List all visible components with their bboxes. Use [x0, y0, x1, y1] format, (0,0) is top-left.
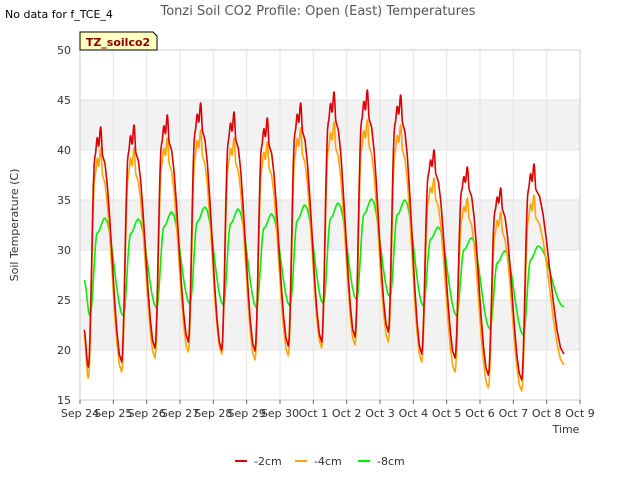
x-tick-label: Sep 27 — [161, 407, 199, 420]
x-tick-label: Sep 26 — [128, 407, 166, 420]
y-tick-label: 20 — [57, 344, 71, 357]
tz-soilco2-badge: TZ_soilco2 — [79, 31, 158, 51]
y-tick-label: 45 — [57, 94, 71, 107]
x-tick-label: Sep 30 — [261, 407, 299, 420]
x-tick-label: Oct 2 — [332, 407, 362, 420]
y-tick-label: 35 — [57, 194, 71, 207]
legend-label: -4cm — [314, 455, 342, 468]
y-axis-label: Soil Temperature (C) — [8, 169, 21, 282]
x-tick-label: Oct 4 — [399, 407, 429, 420]
series-line-minus-4cm — [83, 119, 565, 392]
y-tick-label: 40 — [57, 144, 71, 157]
x-tick-label: Sep 29 — [228, 407, 266, 420]
x-tick-label: Oct 1 — [299, 407, 329, 420]
x-axis-label: Time — [552, 423, 580, 436]
x-tick-label: Oct 7 — [499, 407, 529, 420]
legend-label: -2cm — [254, 455, 282, 468]
y-tick-label: 50 — [57, 44, 71, 57]
series-layer — [83, 89, 565, 392]
y-tick-label: 25 — [57, 294, 71, 307]
plot-frame — [79, 49, 581, 401]
badge-label: TZ_soilco2 — [86, 36, 150, 49]
legend: -2cm -4cm -8cm — [235, 455, 405, 468]
x-tick-label: Oct 9 — [565, 407, 595, 420]
series-line-minus-2cm — [83, 89, 565, 381]
y-tick-label: 15 — [57, 394, 71, 407]
plot-band — [80, 150, 580, 200]
plot-band — [80, 250, 580, 300]
plot-band — [80, 350, 580, 400]
x-tick-label: Sep 28 — [194, 407, 232, 420]
y-tick-label: 30 — [57, 244, 71, 257]
x-tick-label: Sep 24 — [61, 407, 99, 420]
legend-label: -8cm — [377, 455, 405, 468]
plot-band — [80, 50, 580, 100]
y-axis-ticks: 15 20 25 30 35 40 45 50 — [57, 44, 71, 407]
x-tick-label: Oct 5 — [432, 407, 462, 420]
x-tick-label: Oct 8 — [532, 407, 562, 420]
x-tick-label: Sep 25 — [94, 407, 132, 420]
chart-title: Tonzi Soil CO2 Profile: Open (East) Temp… — [159, 4, 475, 19]
badge-box — [79, 31, 158, 51]
x-tick-label: Oct 6 — [465, 407, 495, 420]
x-tick-label: Oct 3 — [365, 407, 395, 420]
no-data-text: No data for f_TCE_4 — [5, 8, 113, 21]
plot-band — [80, 300, 580, 350]
plot-bands — [80, 50, 580, 400]
